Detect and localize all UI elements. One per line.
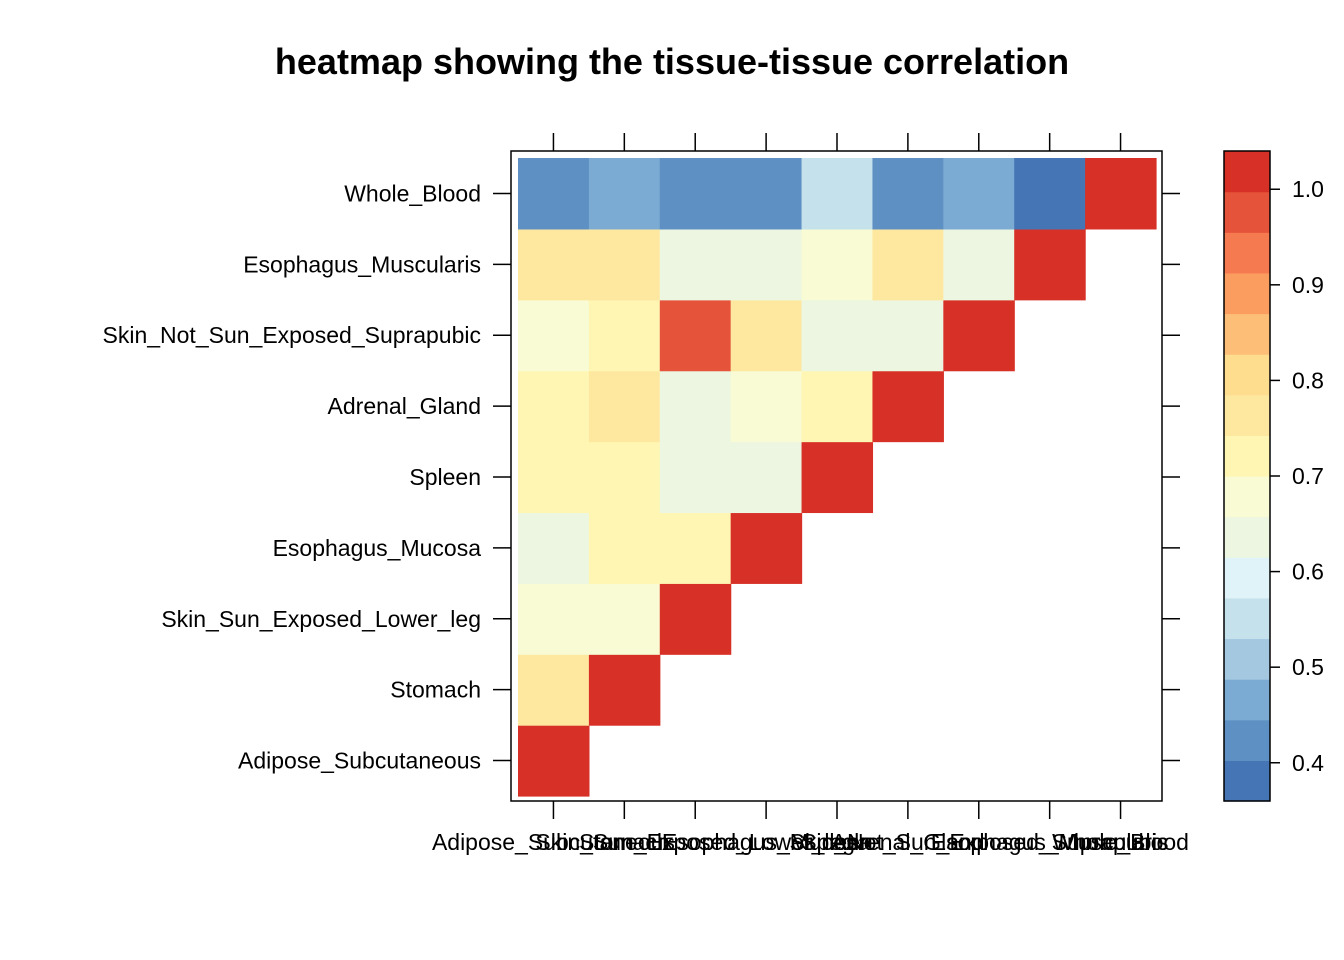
y-tick-label: Skin_Not_Sun_Exposed_Suprapubic [103, 322, 482, 348]
colorbar-swatch [1224, 476, 1270, 518]
heatmap-cell [801, 441, 874, 514]
y-tick-label: Spleen [409, 464, 481, 490]
heatmap-cell [659, 583, 732, 655]
colorbar-swatch [1224, 232, 1270, 274]
colorbar-swatch [1224, 516, 1270, 558]
colorbar-swatch [1224, 597, 1270, 640]
heatmap-cell [872, 370, 944, 443]
heatmap-cell [659, 441, 732, 514]
heatmap-cell [659, 228, 732, 301]
heatmap-cell [518, 654, 590, 726]
heatmap-cell [588, 583, 661, 655]
heatmap-cell [659, 370, 732, 443]
y-tick-label: Adrenal_Gland [328, 393, 481, 419]
colorbar-swatch [1224, 354, 1270, 396]
heatmap-cell [730, 512, 803, 584]
y-tick-label: Skin_Sun_Exposed_Lower_leg [161, 606, 481, 632]
axis-ticks [493, 133, 1180, 819]
colorbar-swatch [1224, 679, 1270, 721]
heatmap-cell [730, 299, 803, 372]
heatmap-cell [943, 299, 1015, 372]
x-tick-label: Stomach [579, 829, 670, 855]
heatmap-cell [943, 158, 1015, 230]
y-axis-labels: Adipose_Subcutaneous Stomach Skin_Sun_Expo… [103, 180, 482, 773]
heatmap-cell [1014, 228, 1086, 301]
heatmap-cell [872, 158, 944, 230]
heatmap-cell [801, 370, 874, 443]
heatmap-cell [659, 299, 732, 372]
heatmap-cell [588, 299, 661, 372]
x-tick-label: Skin_Sun_Exposed_Lower_leg [535, 829, 855, 855]
x-tick-label: Esophagus_Mucosa [662, 829, 871, 855]
x-tick-label: Skin_Not_Sun_Exposed_Suprapubic [790, 829, 1169, 855]
heatmap-cell [588, 228, 661, 301]
y-tick-label: Esophagus_Mucosa [273, 535, 482, 561]
heatmap-cell [518, 228, 590, 301]
colorbar-tick-label: 0.8 [1292, 367, 1324, 393]
heatmap-cell [872, 228, 944, 301]
heatmap-cell [588, 158, 661, 230]
colorbar-swatch [1224, 435, 1270, 477]
y-tick-label: Whole_Blood [344, 180, 481, 206]
heatmap-cell [1014, 158, 1086, 230]
colorbar-tick-label: 0.7 [1292, 463, 1324, 489]
heatmap-cell [730, 158, 803, 230]
colorbar-tick-label: 0.5 [1292, 654, 1324, 680]
heatmap-cell [518, 512, 590, 584]
colorbar-swatch [1224, 272, 1270, 315]
colorbar-swatch [1224, 191, 1270, 233]
heatmap-cell [801, 158, 874, 230]
heatmap-cell [730, 370, 803, 443]
heatmap-cell [588, 441, 661, 514]
y-tick-label: Esophagus_Muscularis [243, 251, 481, 277]
colorbar-tick-label: 0.6 [1292, 559, 1324, 585]
colorbar-tick-label: 1.0 [1292, 176, 1324, 202]
heatmap-cell [1085, 158, 1157, 230]
heatmap-cell [943, 228, 1015, 301]
heatmap-cell [730, 228, 803, 301]
heatmap-cell [588, 654, 661, 726]
y-tick-label: Stomach [390, 677, 481, 703]
colorbar-swatch [1224, 638, 1270, 680]
heatmap-cell [659, 512, 732, 584]
x-tick-label: Spleen [801, 829, 873, 855]
heatmap-cell [659, 158, 732, 230]
heatmap-cell [801, 228, 874, 301]
y-tick-label: Adipose_Subcutaneous [238, 748, 481, 774]
heatmap-cell [588, 512, 661, 584]
x-tick-label: Whole_Blood [1052, 829, 1189, 855]
heatmap-cell [518, 441, 590, 514]
x-tick-label: Adrenal_Gland [831, 829, 984, 855]
heatmap-cell [518, 370, 590, 443]
colorbar-swatch [1224, 394, 1270, 436]
heatmap-cell [518, 725, 590, 797]
colorbar-swatch [1224, 313, 1270, 355]
x-axis-labels: Adipose_SubcutaneousStomachSkin_Sun_Expo… [432, 829, 1189, 855]
heatmap-cells [518, 158, 1157, 797]
heatmap-cell [588, 370, 661, 443]
colorbar-swatch [1224, 151, 1270, 193]
colorbar-tick-label: 0.9 [1292, 272, 1324, 298]
colorbar-swatch [1224, 760, 1270, 802]
colorbar: 0.4 0.5 0.6 0.7 0.8 0.9 1.0 [1223, 150, 1324, 802]
colorbar-swatch [1224, 557, 1270, 599]
heatmap-cell [872, 299, 944, 372]
colorbar-tick-label: 0.4 [1292, 750, 1324, 776]
heatmap-cell [801, 299, 874, 372]
chart-title: heatmap showing the tissue-tissue correl… [275, 41, 1069, 82]
heatmap-cell [518, 158, 590, 230]
heatmap-cell [730, 441, 803, 514]
colorbar-swatch [1224, 719, 1270, 761]
heatmap-cell [518, 583, 590, 655]
x-tick-label: Esophagus_Muscularis [931, 829, 1169, 855]
x-tick-label: Adipose_Subcutaneous [432, 829, 675, 855]
heatmap-cell [518, 299, 590, 372]
